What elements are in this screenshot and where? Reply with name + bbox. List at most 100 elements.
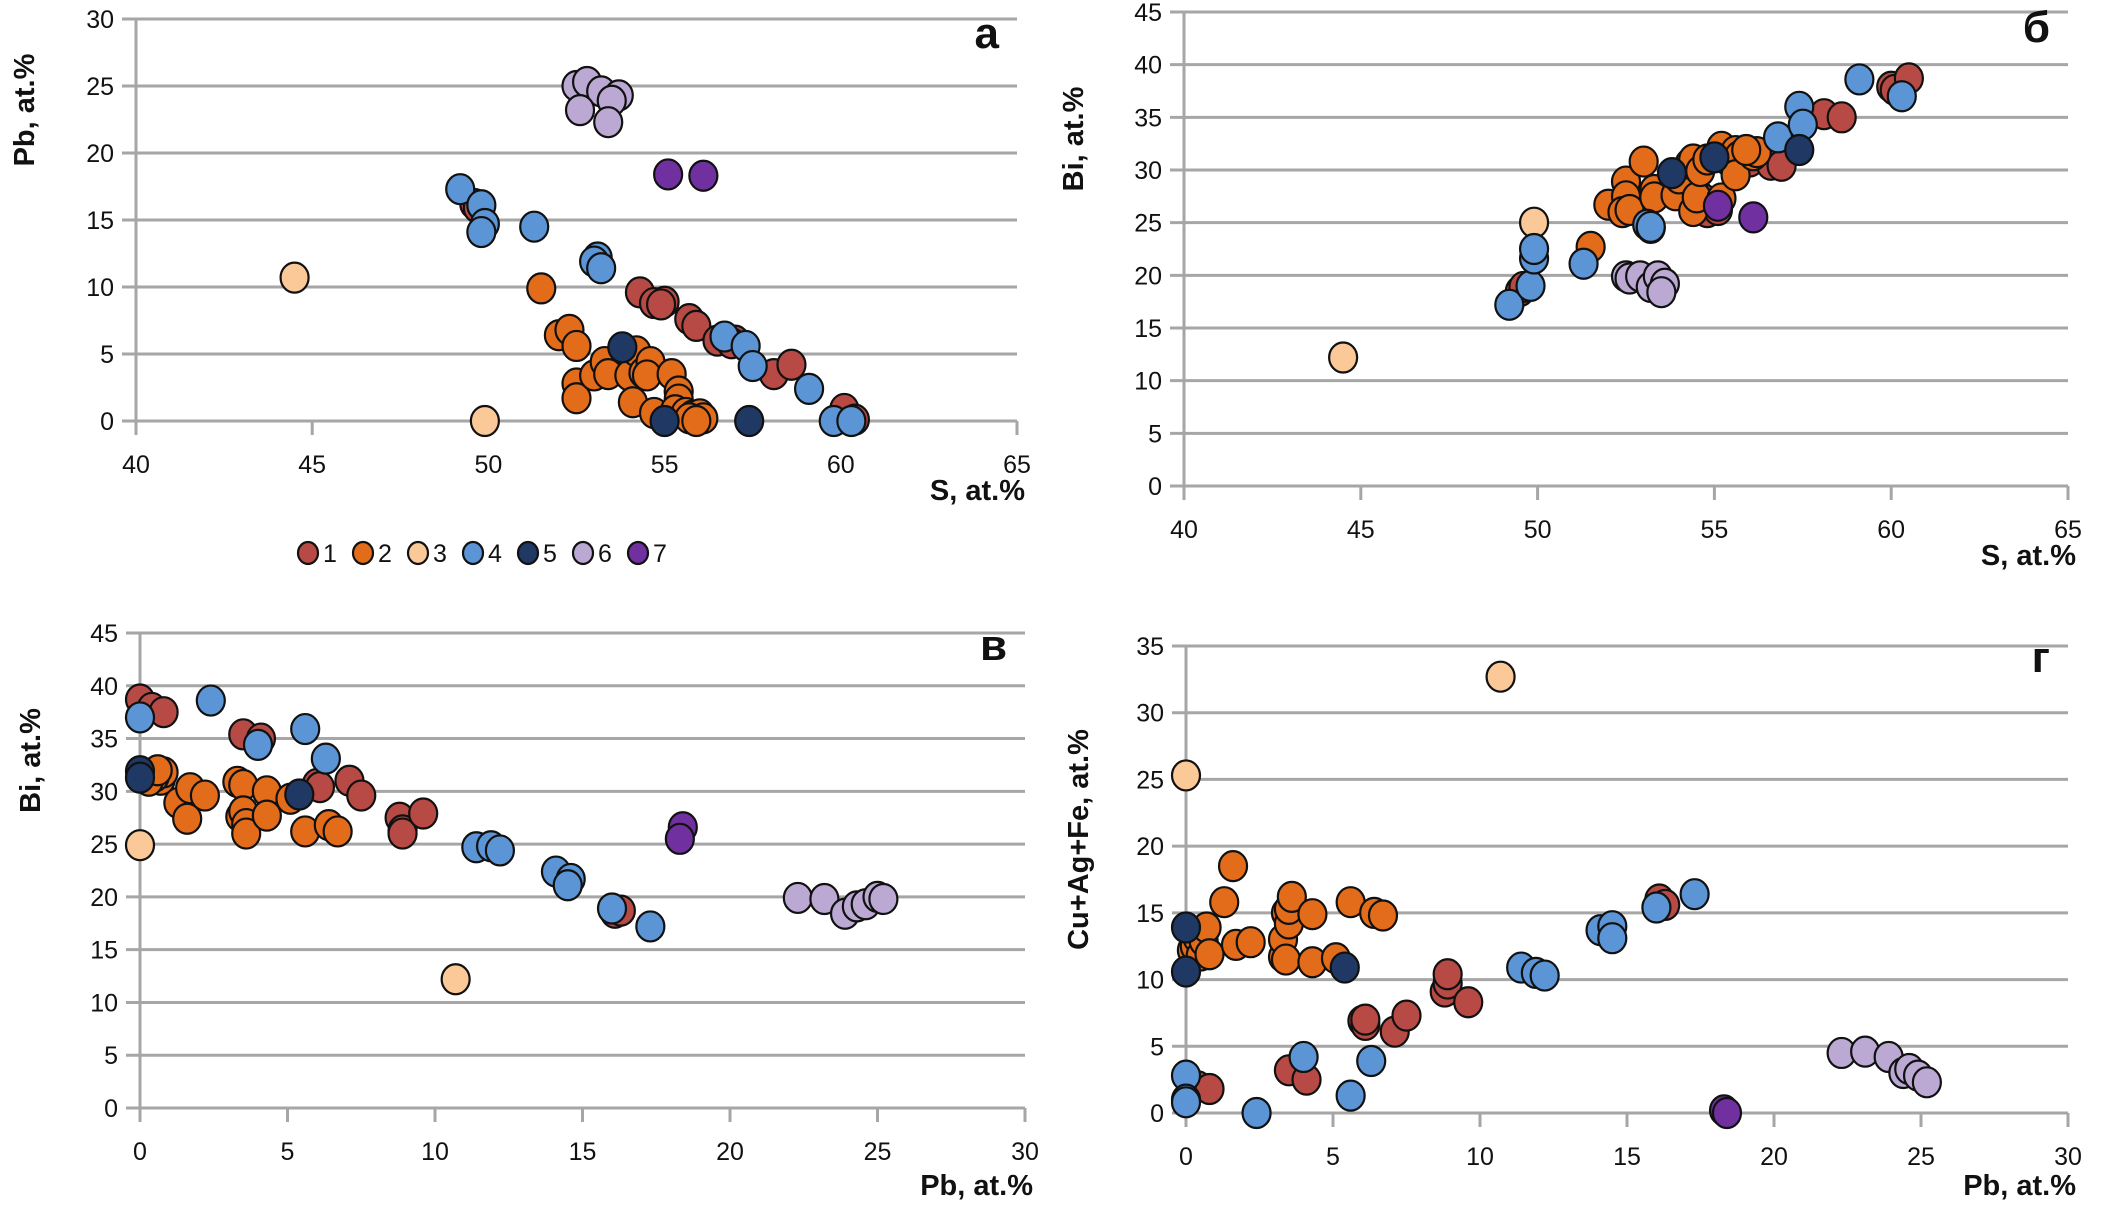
- data-point: [1494, 288, 1525, 321]
- y-tick-label: 35: [90, 726, 118, 754]
- data-point: [519, 210, 550, 243]
- data-point: [1911, 1066, 1942, 1099]
- series-4: [445, 173, 867, 438]
- x-tick-label: 60: [1877, 516, 1905, 544]
- y-axis-title: Pb, at.%: [9, 53, 41, 166]
- series-6: [782, 880, 899, 930]
- y-axis-title: Cu+Ag+Fe, at.%: [1063, 729, 1095, 950]
- x-tick-label: 30: [2054, 1143, 2082, 1171]
- series-7: [1708, 1094, 1743, 1130]
- data-point: [1646, 276, 1677, 309]
- x-tick-label: 40: [122, 451, 150, 479]
- series-5: [607, 331, 765, 438]
- data-point: [1432, 958, 1463, 991]
- data-point: [1518, 232, 1550, 266]
- data-point: [1391, 999, 1422, 1032]
- data-point: [635, 910, 666, 943]
- data-point: [1679, 878, 1710, 911]
- series-5: [124, 755, 315, 811]
- data-point: [734, 404, 765, 438]
- data-point: [688, 159, 719, 192]
- x-tick-label: 0: [1179, 1143, 1193, 1171]
- data-point: [251, 799, 282, 832]
- y-tick-label: 0: [100, 408, 114, 436]
- chart-panel-b: 0 5 10 15 20 25 30 35 40 45 40 45 50 55 60 65S, at.% Bi,…: [1058, 0, 2082, 572]
- x-tick-label: 10: [1466, 1143, 1494, 1171]
- data-point: [793, 372, 825, 405]
- legend: 1 2 3 4 5 6 7: [296, 540, 667, 568]
- data-point: [653, 158, 684, 191]
- x-tick-label: 10: [421, 1138, 449, 1166]
- legend-marker: [626, 540, 650, 566]
- legend-item-3: 3: [406, 540, 447, 568]
- data-point: [836, 404, 867, 438]
- data-point: [1235, 926, 1266, 959]
- data-point: [1288, 1040, 1319, 1074]
- data-point: [1656, 157, 1688, 190]
- panel-label-v: в: [980, 621, 1007, 670]
- data-point: [1568, 247, 1599, 280]
- data-point: [1350, 1003, 1381, 1036]
- data-point: [526, 272, 557, 305]
- data-point: [231, 817, 262, 850]
- x-tick-label: 55: [1700, 516, 1728, 544]
- y-tick-label: 15: [1136, 900, 1164, 928]
- data-point: [1297, 898, 1328, 931]
- data-point: [593, 106, 624, 139]
- y-tick-label: 40: [1134, 52, 1162, 80]
- data-point: [195, 684, 226, 717]
- data-point: [440, 963, 471, 996]
- y-tick-label: 35: [1134, 104, 1162, 132]
- y-axis-title: Bi, at.%: [15, 708, 47, 813]
- data-point: [1276, 880, 1307, 913]
- y-tick-label: 30: [86, 6, 114, 34]
- data-point: [561, 329, 592, 363]
- x-tick-label: 45: [298, 451, 326, 479]
- y-tick-label: 10: [1134, 368, 1162, 396]
- data-point: [322, 815, 353, 848]
- series-7: [653, 158, 719, 192]
- x-tick-label: 50: [1524, 516, 1552, 544]
- data-point: [607, 331, 638, 364]
- series-7: [664, 811, 698, 855]
- x-tick-label: 15: [1613, 1143, 1641, 1171]
- data-point: [782, 881, 813, 915]
- series-2: [1176, 850, 1399, 979]
- data-point: [552, 869, 583, 902]
- data-point: [124, 701, 156, 734]
- data-point: [1711, 1096, 1743, 1130]
- y-tick-label: 0: [1148, 473, 1162, 501]
- data-point: [1844, 63, 1875, 96]
- data-point: [664, 822, 695, 855]
- data-point: [1329, 951, 1360, 984]
- data-point: [561, 382, 592, 415]
- y-tick-label: 15: [90, 937, 118, 965]
- data-point: [172, 802, 203, 835]
- data-point: [681, 404, 712, 438]
- x-tick-label: 55: [651, 451, 679, 479]
- data-point: [1241, 1096, 1272, 1130]
- legend-item-1: 1: [296, 540, 337, 568]
- y-tick-label: 45: [1134, 0, 1162, 27]
- legend-marker: [406, 540, 430, 566]
- x-tick-label: 25: [864, 1138, 892, 1166]
- legend-marker: [351, 540, 375, 566]
- x-axis-title: Pb, at.%: [920, 1170, 1033, 1202]
- data-point: [809, 882, 840, 916]
- series-7: [1702, 189, 1769, 234]
- series-6: [1826, 1035, 1942, 1099]
- data-point: [1485, 660, 1516, 693]
- data-point: [1529, 959, 1560, 992]
- y-tick-label: 40: [90, 673, 118, 701]
- data-point: [1886, 80, 1917, 113]
- panel-label-b: б: [2023, 3, 2050, 52]
- legend-marker: [516, 540, 540, 566]
- x-tick-label: 15: [569, 1138, 597, 1166]
- legend-marker: [296, 540, 320, 566]
- x-tick-label: 65: [1003, 451, 1031, 479]
- legend-label: 4: [488, 540, 502, 568]
- x-tick-label: 5: [281, 1138, 295, 1166]
- y-tick-label: 10: [1136, 967, 1164, 995]
- data-point: [1328, 341, 1359, 374]
